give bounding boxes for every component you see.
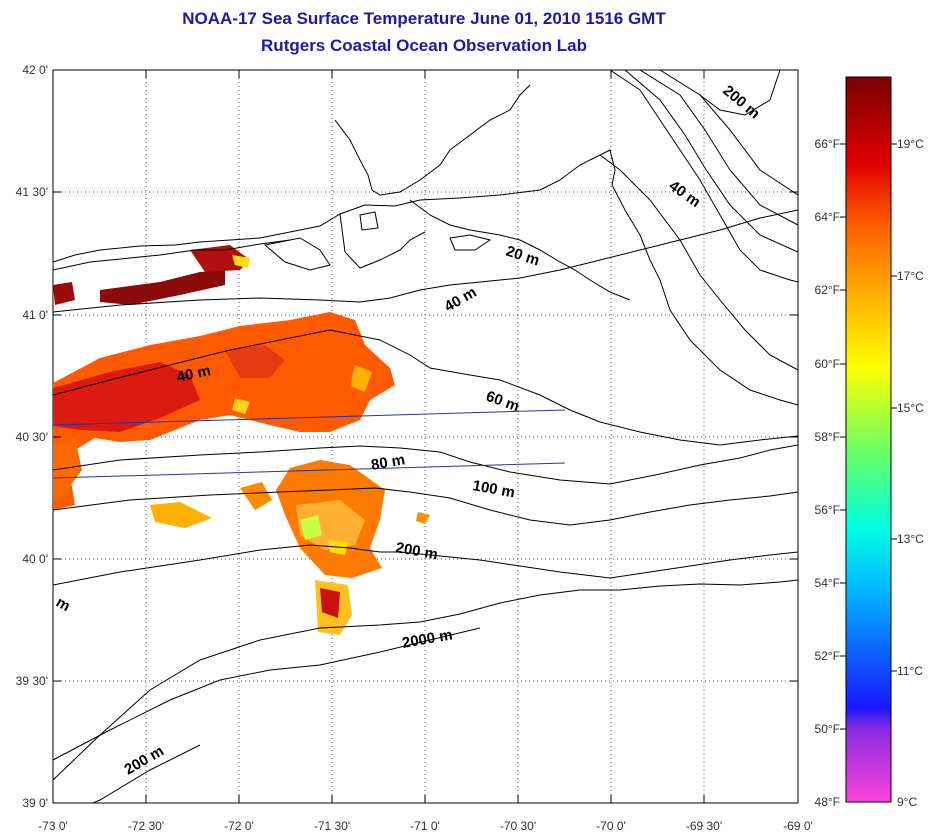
lat-label: 39 0' [22, 796, 48, 810]
transect-lines [53, 409, 566, 479]
lat-label: 42 0' [22, 63, 48, 77]
lon-label: -73 0' [38, 819, 68, 833]
lon-label: -72 0' [224, 819, 254, 833]
colorbar-c-label: 11°C [897, 664, 923, 678]
lon-labels: -73 0' -72 30' -72 0' -71 30' -71 0' -70… [38, 819, 813, 833]
lat-label: 40 0' [22, 552, 48, 566]
contour-label: 40 m [175, 362, 212, 386]
lat-label: 41 0' [22, 308, 48, 322]
colorbar-f-label: 60°F [815, 357, 840, 371]
colorbar-f-label: 52°F [815, 649, 840, 663]
sst-data [53, 245, 430, 635]
lon-label: -69 30' [686, 819, 722, 833]
colorbar-f-label: 62°F [815, 283, 840, 297]
colorbar-f-label: 48°F [815, 795, 840, 809]
contour-labels: 200 m 40 m 20 m 40 m 40 m 60 m 80 m 100 … [53, 82, 763, 778]
lat-labels: 42 0' 41 30' 41 0' 40 30' 40 0' 39 30' 3… [16, 63, 48, 810]
map-subtitle: Rutgers Coastal Ocean Observation Lab [261, 36, 587, 55]
frame-ticks [53, 70, 798, 803]
contour-label: 80 m [370, 451, 407, 474]
bathymetry-contours [53, 70, 798, 803]
lon-label: -69 0' [783, 819, 813, 833]
lon-label: -71 30' [314, 819, 350, 833]
colorbar-c-label: 13°C [897, 532, 924, 546]
colorbar-f-label: 56°F [815, 503, 840, 517]
colorbar-c-label: 15°C [897, 401, 924, 415]
colorbar-gradient [845, 76, 892, 803]
graticule [53, 70, 798, 803]
lon-label: -70 30' [500, 819, 536, 833]
lon-label: -70 0' [596, 819, 626, 833]
colorbar-f-label: 58°F [815, 430, 840, 444]
lon-label: -72 30' [128, 819, 164, 833]
colorbar-f-label: 54°F [815, 576, 840, 590]
coastline [53, 84, 798, 406]
lat-label: 39 30' [16, 674, 48, 688]
colorbar-c-label: 19°C [897, 137, 924, 151]
lon-label: -71 0' [410, 819, 440, 833]
colorbar-c-label: 9°C [897, 795, 917, 809]
colorbar: 66°F 64°F 62°F 60°F 58°F 56°F 54°F 52°F … [815, 76, 924, 809]
lat-label: 41 30' [16, 185, 48, 199]
colorbar-f-label: 66°F [815, 137, 840, 151]
map-title: NOAA-17 Sea Surface Temperature June 01,… [182, 9, 666, 28]
colorbar-f-label: 50°F [815, 722, 840, 736]
lat-label: 40 30' [16, 430, 48, 444]
colorbar-f-label: 64°F [815, 210, 840, 224]
colorbar-c-label: 17°C [897, 269, 924, 283]
